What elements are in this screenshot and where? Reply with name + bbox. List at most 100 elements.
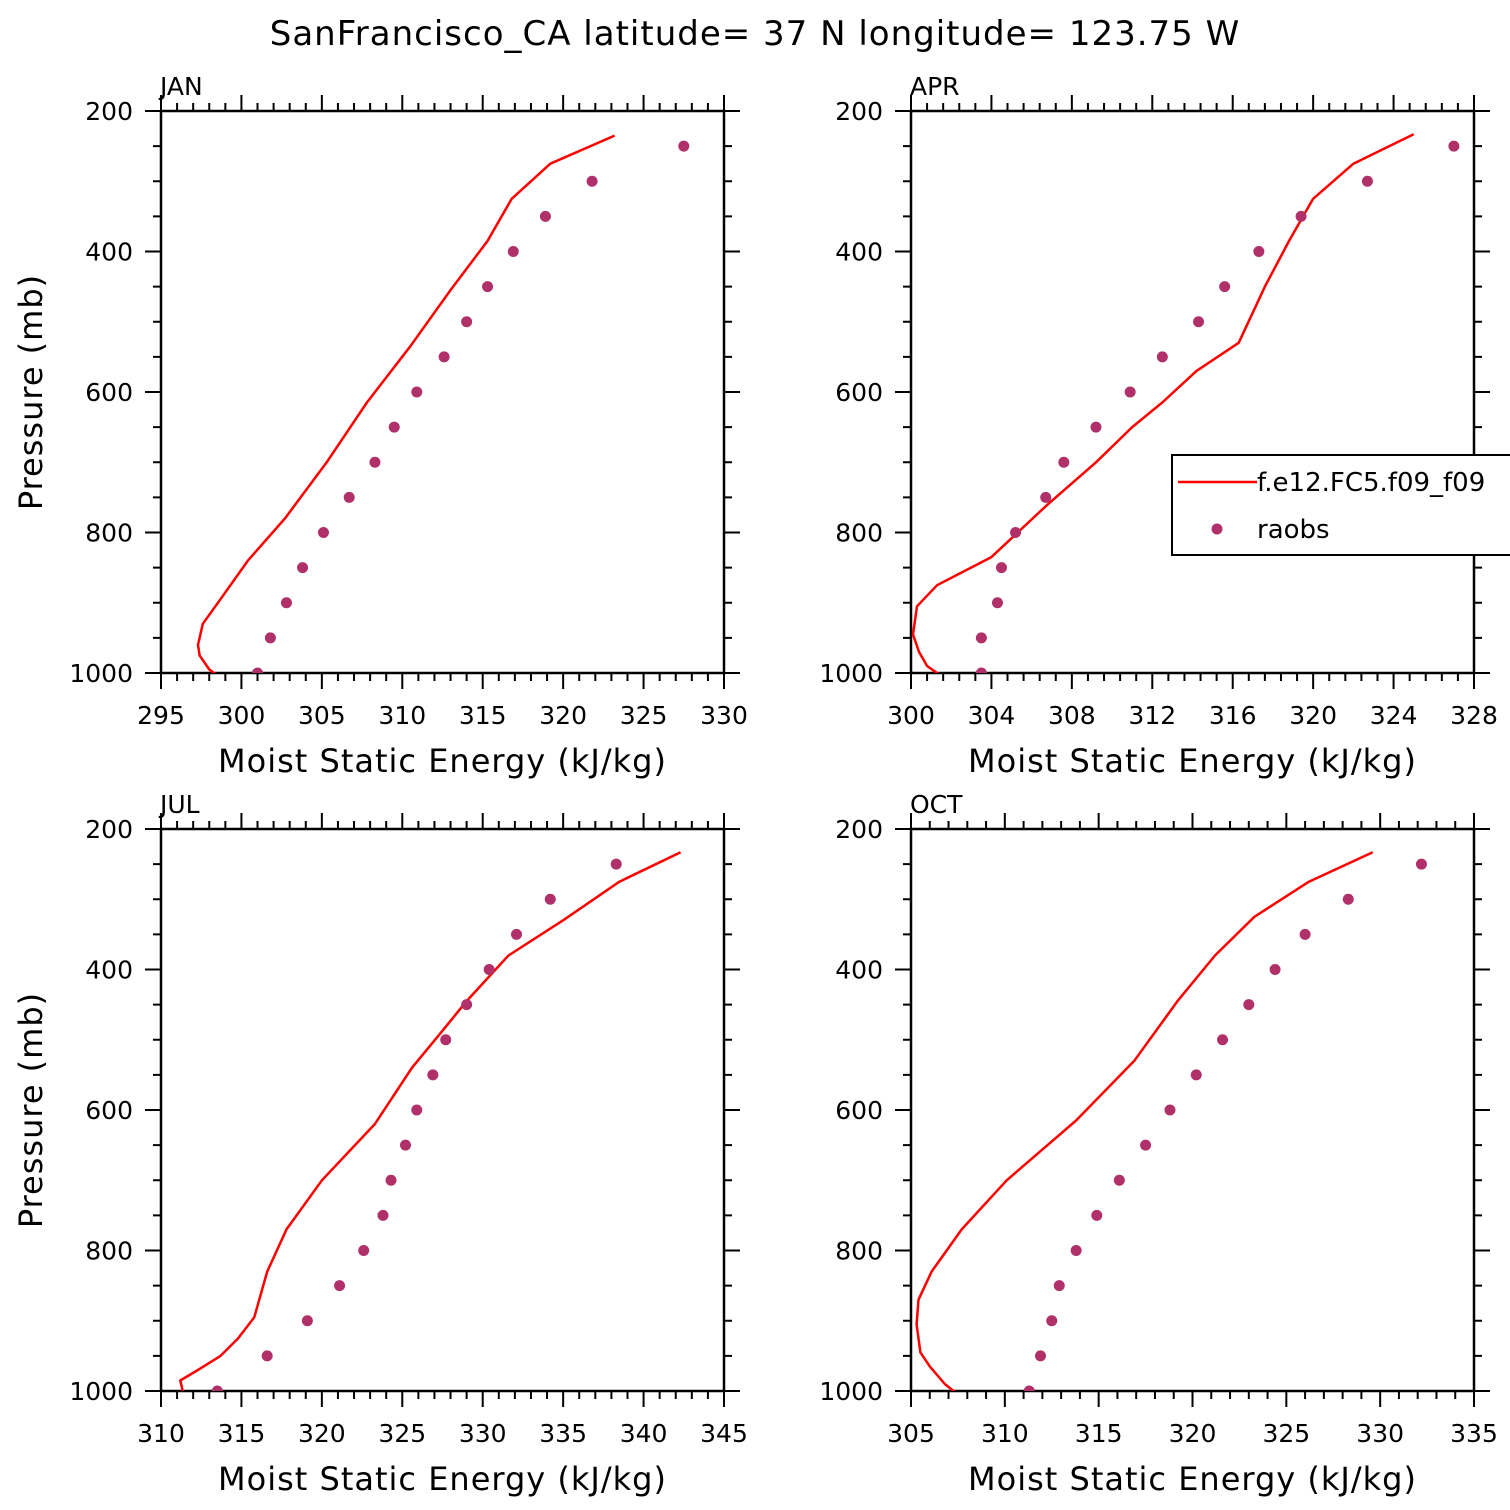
raobs-point	[1040, 491, 1052, 503]
x-tick-label: 310	[981, 1419, 1029, 1448]
plot-frame	[159, 827, 726, 1393]
model-series-line	[911, 133, 1415, 673]
raobs-point	[1091, 1209, 1103, 1221]
y-tick-label: 400	[835, 238, 883, 267]
raobs-point	[438, 351, 450, 363]
panel-label: OCT	[910, 790, 963, 819]
raobs-point	[610, 858, 622, 870]
data-layer	[179, 851, 682, 1391]
plot-frame	[909, 827, 1476, 1393]
x-tick-label: 325	[1262, 1419, 1310, 1448]
raobs-point	[1140, 1139, 1152, 1151]
raobs-point	[1046, 1315, 1058, 1327]
x-tick-label: 315	[459, 701, 507, 730]
y-tick-label: 800	[835, 1237, 883, 1266]
raobs-point	[427, 1069, 439, 1081]
y-axis-label: Pressure (mb)	[12, 992, 50, 1228]
x-tick-label: 304	[968, 701, 1016, 730]
raobs-point	[975, 667, 987, 673]
raobs-point	[1124, 386, 1136, 398]
y-tick-label: 200	[85, 97, 133, 126]
model-series-line	[915, 851, 1374, 1391]
raobs-point	[369, 456, 381, 468]
raobs-point	[400, 1139, 412, 1151]
raobs-point	[482, 281, 494, 293]
x-axis-label: Moist Static Energy (kJ/kg)	[968, 1460, 1417, 1498]
raobs-point	[1034, 1350, 1046, 1362]
x-tick-label: 320	[539, 701, 587, 730]
raobs-point	[301, 1315, 313, 1327]
x-tick-label: 305	[887, 1419, 935, 1448]
x-tick-label: 316	[1209, 701, 1257, 730]
raobs-point	[1190, 1069, 1202, 1081]
raobs-point	[388, 421, 400, 433]
raobs-point	[507, 246, 519, 257]
x-tick-label: 328	[1450, 701, 1498, 730]
raobs-point	[1295, 210, 1307, 222]
raobs-point	[1090, 421, 1102, 433]
x-tick-label: 325	[378, 1419, 426, 1448]
raobs-point	[317, 527, 329, 538]
raobs-point	[1269, 964, 1281, 975]
panels: JAN 295 300 305 310 315 320 325 330 200 400 600 800 1…	[12, 72, 1510, 1498]
raobs-point	[280, 597, 292, 609]
legend-box	[1171, 454, 1510, 556]
raobs-point	[461, 999, 473, 1011]
raobs-point	[1193, 316, 1205, 328]
x-tick-label: 320	[298, 1419, 346, 1448]
raobs-point	[1053, 1280, 1065, 1292]
raobs-point	[975, 632, 987, 644]
plot-frame	[909, 109, 1476, 675]
raobs-point	[343, 491, 355, 503]
raobs-point	[1164, 1104, 1176, 1116]
raobs-point	[377, 1209, 389, 1221]
raobs-point	[1448, 140, 1460, 152]
y-tick-label: 1000	[819, 659, 883, 688]
panel-apr: APR 300 304 308 312 316 320 324 328 200 400 600 800 1…	[819, 72, 1510, 780]
raobs-point	[264, 632, 276, 644]
raobs-point	[483, 964, 495, 975]
y-tick-label: 200	[835, 97, 883, 126]
x-tick-label: 310	[378, 701, 426, 730]
y-tick-label: 200	[85, 815, 133, 844]
raobs-point	[297, 562, 309, 574]
x-tick-label: 330	[459, 1419, 507, 1448]
y-tick-label: 600	[835, 378, 883, 407]
raobs-point	[1010, 527, 1022, 538]
raobs-point	[510, 928, 522, 940]
y-tick-label: 400	[85, 956, 133, 985]
raobs-point	[1070, 1245, 1082, 1256]
raobs-point	[358, 1245, 370, 1256]
panel-label: JAN	[158, 72, 203, 101]
raobs-point	[1415, 858, 1427, 870]
data-layer	[915, 851, 1427, 1391]
raobs-point	[211, 1385, 223, 1391]
y-tick-label: 400	[835, 956, 883, 985]
raobs-point	[539, 210, 551, 222]
panel-oct: OCT 305 310 315 320 325 330 335 200 400 600 800 1000…	[819, 790, 1497, 1498]
x-tick-label: 305	[298, 701, 346, 730]
raobs-point	[991, 597, 1003, 609]
raobs-point	[334, 1280, 346, 1292]
raobs-point	[261, 1350, 273, 1362]
x-axis-label: Moist Static Energy (kJ/kg)	[218, 1460, 667, 1498]
raobs-point	[1361, 175, 1373, 187]
raobs-point	[1217, 1034, 1229, 1046]
x-axis-label: Moist Static Energy (kJ/kg)	[968, 742, 1417, 780]
x-tick-label: 310	[137, 1419, 185, 1448]
raobs-point	[252, 667, 264, 673]
y-tick-label: 600	[835, 1096, 883, 1125]
panel-label: JUL	[158, 790, 200, 819]
x-tick-label: 330	[700, 701, 748, 730]
x-tick-label: 345	[700, 1419, 748, 1448]
x-tick-label: 325	[620, 701, 668, 730]
x-tick-label: 320	[1169, 1419, 1217, 1448]
raobs-point	[1113, 1174, 1125, 1186]
model-series-line	[179, 851, 682, 1391]
raobs-point	[1156, 351, 1168, 363]
y-tick-label: 400	[85, 238, 133, 267]
data-layer	[196, 134, 690, 673]
panel-jul: JUL 310 315 320 325 330 335 340 345 200 400 600 800 1…	[12, 790, 748, 1498]
y-tick-label: 800	[835, 519, 883, 548]
